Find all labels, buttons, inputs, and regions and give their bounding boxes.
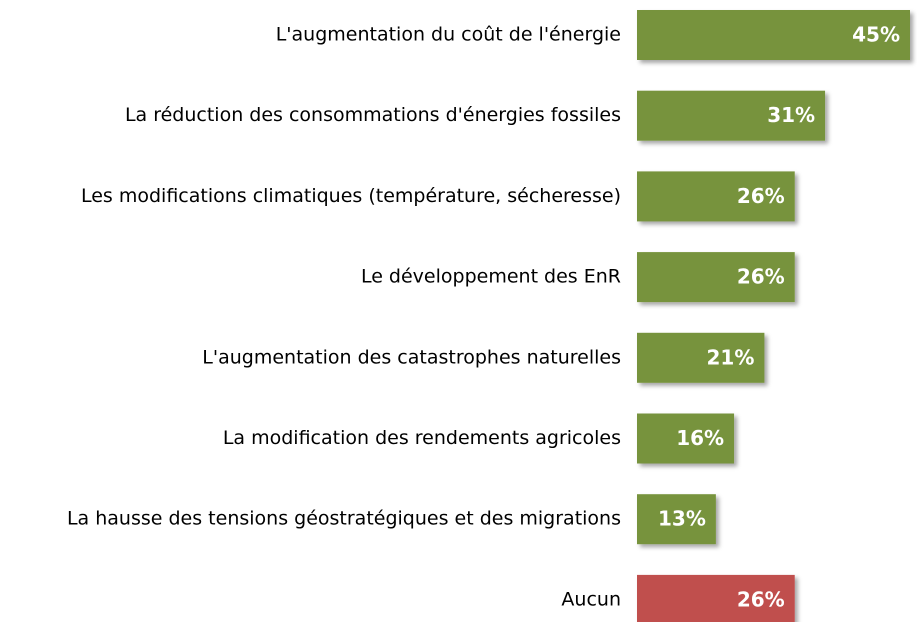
value-label: 45% xyxy=(852,23,900,47)
bar xyxy=(637,252,795,303)
category-label: La hausse des tensions géostratégiques e… xyxy=(67,508,621,530)
value-label: 16% xyxy=(676,426,724,450)
value-label: 31% xyxy=(767,103,815,127)
value-label: 26% xyxy=(737,587,785,611)
category-label: La modification des rendements agricoles xyxy=(223,427,621,449)
category-label: L'augmentation des catastrophes naturell… xyxy=(202,346,621,368)
category-label: Aucun xyxy=(561,588,621,610)
category-label: Le développement des EnR xyxy=(361,266,621,288)
value-label: 21% xyxy=(707,345,755,369)
bar xyxy=(637,574,795,622)
bar xyxy=(637,90,826,141)
value-label: 26% xyxy=(737,184,785,208)
value-label: 26% xyxy=(737,265,785,289)
bar xyxy=(637,332,765,383)
bar xyxy=(637,494,716,545)
bar xyxy=(637,10,910,60)
value-label: 13% xyxy=(658,507,706,531)
category-label: L'augmentation du coût de l'énergie xyxy=(276,24,621,46)
category-label: La réduction des consommations d'énergie… xyxy=(125,104,621,126)
bar xyxy=(637,171,795,222)
bar xyxy=(637,413,735,464)
category-label: Les modifications climatiques (températu… xyxy=(81,185,621,207)
